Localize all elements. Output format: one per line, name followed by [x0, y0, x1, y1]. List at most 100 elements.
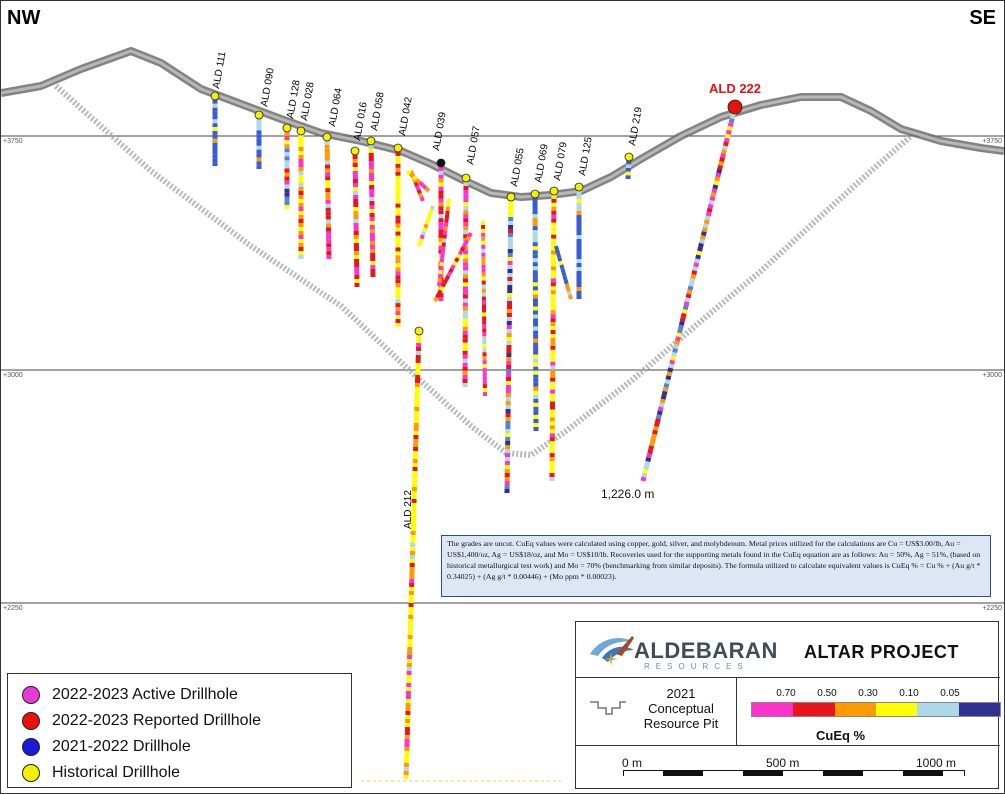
- drillhole-label: ALD 055: [509, 147, 527, 188]
- total-depth-label: 1,226.0 m: [601, 487, 655, 501]
- drillhole-segment: [564, 283, 570, 289]
- drillhole-segment: [722, 141, 729, 147]
- drillhole-segment: [706, 207, 713, 213]
- drillhole-segment: [647, 449, 654, 455]
- drillhole-segment: [565, 287, 571, 292]
- drillhole-segment: [421, 183, 428, 190]
- logo-name: ALDEBARAN: [634, 638, 778, 663]
- drillhole-segment: [695, 254, 702, 260]
- drillhole-segment: [452, 260, 458, 267]
- cueq-swatch-lightblue: [917, 703, 959, 716]
- drillhole-segment: [653, 421, 660, 428]
- drillhole-segment: [426, 216, 432, 222]
- drillhole-segment: [657, 406, 664, 412]
- cueq-color-bar: [751, 702, 1001, 717]
- drillhole-segment: [427, 212, 433, 218]
- drillhole-segment: [652, 429, 658, 435]
- drillhole-segment: [699, 234, 706, 241]
- drillhole-collar-icon: [624, 152, 634, 162]
- drillhole-segment: [676, 328, 683, 334]
- drillhole-segment: [568, 294, 573, 300]
- pit-symbol-icon: [590, 701, 626, 715]
- historical-drillhole-dot-icon: [22, 764, 40, 782]
- legend-item-reported: 2022-2023 Reported Drillhole: [22, 710, 261, 732]
- drillhole-ald-016: ALD 016: [350, 101, 370, 288]
- drillhole-segment: [654, 418, 661, 424]
- drillhole-segment: [563, 279, 569, 285]
- drillhole-segment: [694, 258, 701, 264]
- drillhole-segment: [726, 125, 733, 131]
- drillhole-segment: [417, 241, 423, 247]
- scale-label-500: 500 m: [766, 756, 800, 770]
- drillhole-segment: [645, 457, 652, 463]
- drillhole-collar-icon: [436, 158, 446, 168]
- drillhole-segment: [448, 267, 454, 274]
- drillhole-segment: [696, 250, 702, 256]
- drillhole-segment: [559, 264, 565, 270]
- drillhole-segment: [702, 223, 709, 229]
- drillhole-label: ALD 069: [533, 143, 551, 184]
- drillhole-segment: [423, 223, 429, 229]
- drillhole-segment: [668, 363, 675, 369]
- cueq-value: 0.05: [940, 688, 960, 699]
- cueq-swatch-navy: [958, 703, 1000, 716]
- drillhole-ald-057: ALD 057: [461, 125, 483, 388]
- drillhole-segment: [701, 227, 708, 233]
- scale-label-0: 0 m: [622, 756, 643, 770]
- drillhole-segment: [457, 249, 464, 256]
- drillhole-segment: [554, 245, 559, 251]
- drillhole-segment: [714, 176, 721, 182]
- drillhole-segment: [420, 230, 426, 236]
- drillhole-segment: [557, 256, 563, 262]
- drillhole-label: ALD 090: [259, 67, 277, 108]
- drillhole-collar-icon: [414, 326, 424, 336]
- drillhole-collar-icon: [296, 126, 306, 136]
- drillhole-segment: [712, 184, 719, 190]
- drillhole-label: ALD 016: [352, 101, 370, 142]
- drillhole-ald-055: ALD 055: [504, 147, 527, 494]
- drillhole-segment: [720, 153, 726, 159]
- drillhole-label: ALD 111: [211, 50, 228, 89]
- drillhole-label: ALD 028: [299, 81, 317, 122]
- drillhole-branch: [405, 169, 431, 193]
- drillhole-label: ALD 079: [552, 141, 570, 182]
- drillhole-segment: [703, 219, 710, 225]
- aldebaran-logo-icon: [590, 636, 634, 666]
- drillhole-segment: [674, 340, 680, 346]
- drillhole-segment: [560, 268, 566, 274]
- cueq-swatch-magenta: [752, 703, 794, 716]
- drillhole-segment: [415, 178, 421, 184]
- drillhole-segment: [716, 168, 723, 174]
- drillhole-segment: [699, 238, 705, 244]
- drillhole-segment: [648, 445, 655, 451]
- drillhole-ald-064: ALD 064: [322, 87, 345, 260]
- cueq-value: 0.70: [776, 688, 796, 699]
- cueq-scale-values: 0.70 0.50 0.30 0.10 0.05: [751, 688, 996, 700]
- cueq-swatch-yellow: [875, 703, 918, 716]
- drillhole-segment: [672, 347, 679, 354]
- drillhole-segment: [446, 271, 452, 277]
- drillhole-segment: [697, 246, 703, 252]
- drillhole-collar-icon: [210, 91, 220, 101]
- drillhole-segment: [682, 305, 689, 311]
- drillhole-branch: [417, 205, 435, 247]
- drillhole-segment: [562, 275, 568, 281]
- drillhole-segment: [659, 398, 666, 404]
- drillhole-label: ALD 219: [627, 106, 645, 147]
- drillhole-collar-icon: [549, 186, 559, 196]
- legend-label: 2022-2023 Reported Drillhole: [52, 712, 262, 729]
- drillhole-branch: [433, 232, 473, 302]
- drillhole-segment: [450, 264, 456, 270]
- drillhole-segment: [722, 145, 728, 151]
- drillhole-segment: [413, 181, 419, 187]
- drillhole-segment: [686, 289, 693, 295]
- drillhole-segment: [725, 129, 732, 135]
- drillhole-segment: [662, 386, 669, 392]
- grades-disclaimer: The grades are uncut. CuEq values were c…: [441, 535, 991, 597]
- drillhole-collar-icon: [530, 189, 540, 199]
- drillhole-segment: [650, 437, 656, 443]
- drillhole-segment: [428, 208, 434, 214]
- drillhole-collar-icon: [322, 132, 332, 142]
- drillhole-segment: [664, 379, 671, 385]
- drillhole-segment: [649, 441, 656, 447]
